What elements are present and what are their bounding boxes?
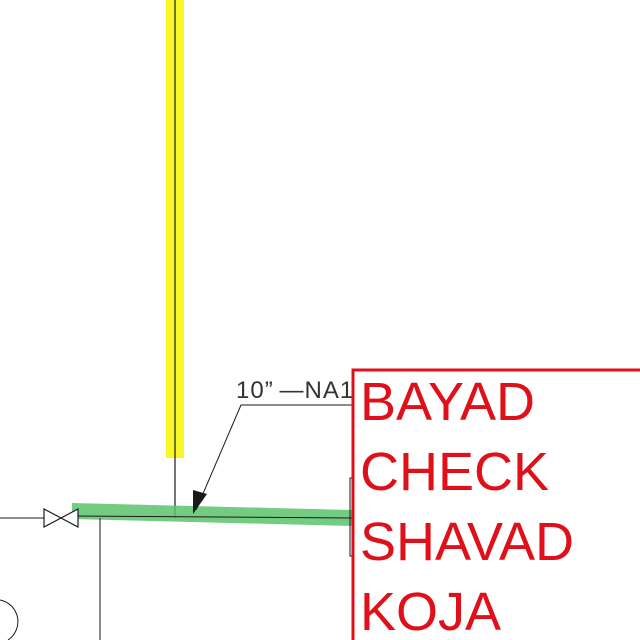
- note-line-1: BAYAD: [360, 372, 535, 432]
- note-line-3: SHAVAD: [360, 512, 574, 572]
- green-highlight-horizontal-pipe[interactable]: [72, 503, 352, 526]
- note-line-4: KOJA: [360, 582, 501, 640]
- horizontal-pipe-line: [71, 515, 353, 519]
- gate-valve-icon[interactable]: [43, 508, 79, 528]
- instrument-bubble-partial: [0, 599, 19, 640]
- leader-arrow-icon: [193, 404, 352, 514]
- line-number-label: 10” —NA1: [236, 377, 354, 404]
- note-line-2: CHECK: [360, 442, 549, 502]
- red-note-box[interactable]: [351, 368, 640, 640]
